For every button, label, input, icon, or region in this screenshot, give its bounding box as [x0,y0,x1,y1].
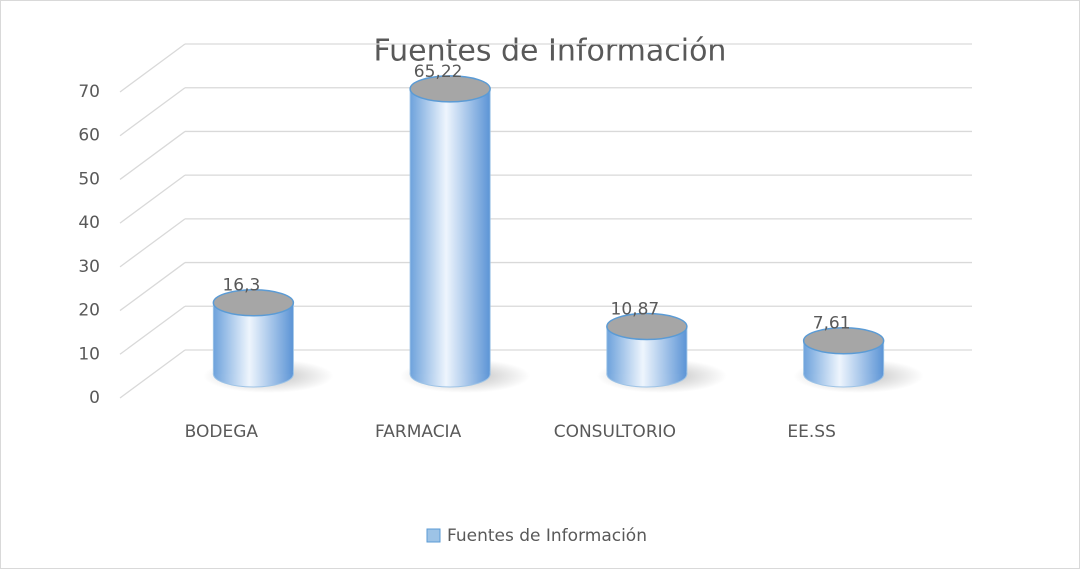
grid-line [119,87,186,137]
y-tick-label: 10 [78,344,100,364]
grid-line [119,174,186,224]
legend-swatch [426,528,441,543]
data-label: 10,87 [611,299,660,319]
data-label: 7,61 [813,314,851,334]
y-tick-label: 20 [78,301,100,321]
bar-top [606,312,688,341]
x-tick-label: BODEGA [185,422,259,442]
grid-line [119,305,186,355]
bar-top [212,288,295,317]
grid-line [119,43,186,93]
y-tick-label: 70 [78,82,100,102]
bar-top [409,75,491,103]
legend-label: Fuentes de Información [447,526,647,546]
y-tick-label: 40 [78,213,100,233]
x-tick-label: CONSULTORIO [554,422,676,442]
bar-top [802,326,885,355]
bar-body [410,88,490,374]
grid-line [119,349,186,399]
y-tick-label: 0 [89,388,100,408]
x-tick-label: FARMACIA [375,422,462,442]
y-tick-label: 60 [78,126,100,146]
x-tick-label: EE.SS [787,422,835,442]
chart-title: Fuentes de Información [374,34,727,69]
y-tick-label: 30 [78,257,100,277]
grid-line [119,130,186,180]
y-tick-label: 50 [78,169,100,189]
grid-line [119,218,186,268]
data-label: 16,3 [222,276,260,296]
data-label: 65,22 [414,62,463,82]
grid-line [119,262,186,312]
